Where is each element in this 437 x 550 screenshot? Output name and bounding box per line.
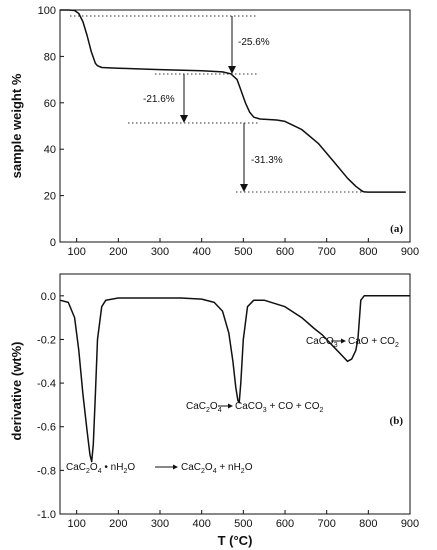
annotation-reaction-dehydration: CaC2O4 • nH2O bbox=[66, 462, 135, 475]
weight-loss-curve bbox=[60, 9, 406, 193]
panel-a-y-tick-label: 80 bbox=[44, 51, 56, 63]
panel-b-x-tick-label: 800 bbox=[359, 518, 377, 530]
panel-a-y-tick-label: 100 bbox=[38, 5, 56, 17]
panel-b-y-tick-label: -0.8 bbox=[37, 465, 56, 477]
panel-b-x-tick-label: 500 bbox=[234, 518, 252, 530]
panel-b-y-tick-label: 0.0 bbox=[41, 291, 56, 303]
panel-a-x-tick-label: 900 bbox=[401, 246, 419, 258]
annotation-reaction-calcination-products: CaO + CO2 bbox=[348, 336, 399, 349]
arrow-head-3 bbox=[240, 184, 248, 192]
panel-b-x-tick-label: 300 bbox=[151, 518, 169, 530]
annotation-loss-1: -25.6% bbox=[238, 37, 270, 48]
panel-a-x-tick-label: 100 bbox=[67, 246, 85, 258]
panel-a-frame bbox=[59, 9, 411, 243]
panel-b-y-tick-label: -0.6 bbox=[37, 422, 56, 434]
panel-b-y-tick-label: -0.4 bbox=[37, 378, 56, 390]
annotation-reaction-decomposition-products: CaCO3 + CO + CO2 bbox=[235, 401, 324, 414]
panel-a-x-tick-label: 800 bbox=[359, 246, 377, 258]
reaction-arrowhead-3 bbox=[341, 338, 346, 344]
panel-a-guides bbox=[70, 15, 400, 193]
panel-b-x-tick-label: 900 bbox=[401, 518, 419, 530]
annotation-loss-2: -21.6% bbox=[143, 94, 175, 105]
panel-b-x-tick-label: 600 bbox=[276, 518, 294, 530]
reaction-arrowhead-2 bbox=[228, 403, 233, 409]
annotation-loss-3: -31.3% bbox=[251, 155, 283, 166]
arrow-head-2 bbox=[180, 115, 188, 123]
panel-a-y-tick-label: 0 bbox=[50, 237, 56, 249]
x-axis-label: T (°C) bbox=[218, 533, 253, 548]
panel-a-weight-loss: 100 200 300 400 500 600 700 800 900 0 20 40 60 80 100… bbox=[9, 5, 419, 258]
annotation-reaction-decomposition: CaC2O4 bbox=[186, 401, 222, 414]
annotation-reaction-dehydration-products: CaC2O4 + nH2O bbox=[181, 462, 253, 475]
panel-b-x-tick-label: 400 bbox=[192, 518, 210, 530]
panel-a-y-tick-label: 20 bbox=[44, 191, 56, 203]
panel-a-y-axis-label: sample weight % bbox=[9, 73, 24, 178]
panel-a-y-tick-label: 40 bbox=[44, 144, 56, 156]
annotation-reaction-calcination: CaCO3 bbox=[306, 336, 338, 349]
panel-b-x-tick-label: 700 bbox=[317, 518, 335, 530]
panel-a-y-tick-label: 60 bbox=[44, 98, 56, 110]
panel-b-y-tick-label: -0.2 bbox=[37, 334, 56, 346]
panel-a-x-tick-label: 600 bbox=[276, 246, 294, 258]
panel-a-x-tick-label: 200 bbox=[109, 246, 127, 258]
panel-b-frame bbox=[59, 273, 411, 515]
panel-a-x-tick-label: 700 bbox=[317, 246, 335, 258]
derivative-curve bbox=[59, 295, 410, 463]
panel-b-y-tick-label: -1.0 bbox=[37, 509, 56, 521]
panel-a-x-tick-label: 400 bbox=[192, 246, 210, 258]
panel-a-x-tick-label: 500 bbox=[234, 246, 252, 258]
panel-b-y-axis-label: derivative (wt%) bbox=[9, 342, 24, 441]
arrow-head-1 bbox=[228, 66, 236, 74]
reaction-arrowhead-1 bbox=[173, 464, 178, 470]
panel-b-derivative: 100 200 300 400 500 600 700 800 900 -1.0 -0.8 -0.6… bbox=[9, 273, 419, 548]
panel-b-x-tick-label: 200 bbox=[109, 518, 127, 530]
panel-b-label: (b) bbox=[390, 415, 404, 427]
panel-a-x-tick-label: 300 bbox=[151, 246, 169, 258]
panel-b-x-tick-label: 100 bbox=[67, 518, 85, 530]
panel-a-label: (a) bbox=[390, 223, 403, 235]
